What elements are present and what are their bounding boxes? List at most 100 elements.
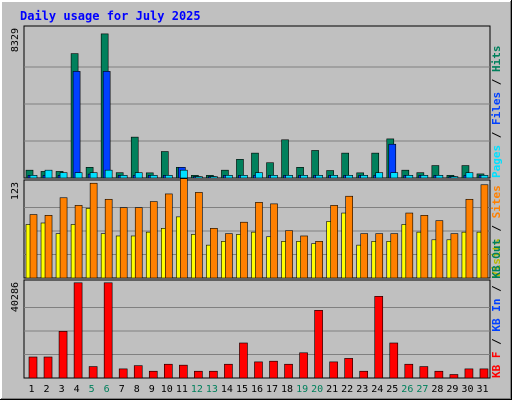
x-tick-label: 27 (416, 384, 428, 395)
bar-pages-day-14 (225, 175, 233, 179)
legend-panel-1: Pages / Files / Hits (490, 46, 503, 179)
y-max-label: 40286 (10, 282, 21, 312)
bar-pages-day-8 (134, 172, 143, 179)
bar-files-day-6 (102, 71, 111, 179)
legend-entry: Visits (490, 238, 503, 278)
bar-pages-day-20 (315, 175, 323, 179)
bar-kbytes-day-3 (58, 331, 68, 379)
bar-sites-day-2 (44, 215, 53, 279)
x-tick-label: 29 (446, 384, 458, 395)
x-tick-label: 20 (311, 384, 323, 395)
y-max-label: 8329 (10, 28, 21, 52)
bar-pages-day-12 (195, 176, 203, 179)
bar-kbytes-day-22 (344, 358, 353, 379)
bar-pages-day-13 (210, 176, 218, 179)
bar-pages-day-9 (149, 175, 158, 179)
bar-sites-day-12 (195, 192, 203, 279)
bar-kbytes-day-14 (224, 363, 233, 379)
bar-hits-day-10 (160, 151, 169, 179)
bar-sites-day-22 (345, 195, 353, 279)
bar-kbytes-day-28 (434, 370, 444, 379)
bar-pages-day-6 (104, 169, 113, 179)
legend-entry: / (490, 125, 503, 145)
x-tick-label: 30 (461, 384, 473, 395)
bar-pages-day-25 (390, 172, 399, 179)
bar-kbytes-day-10 (163, 363, 173, 379)
bar-pages-day-16 (255, 172, 263, 179)
legend-entry: KB In (490, 299, 503, 332)
bar-sites-day-13 (210, 228, 218, 279)
bar-kbytes-day-8 (133, 365, 143, 379)
bar-pages-day-4 (74, 172, 83, 179)
legend-entry: Files (490, 92, 503, 125)
bar-kbytes-day-30 (464, 368, 474, 379)
chart-panels: 8329 123 40286 Pages / Files / Hits Visits /… (10, 25, 503, 379)
bar-pages-day-29 (450, 176, 459, 179)
bar-kbytes-day-27 (419, 366, 429, 379)
bar-sites-day-21 (330, 205, 338, 279)
bar-sites-day-16 (255, 202, 263, 279)
x-tick-label: 26 (401, 384, 413, 395)
bar-hits-day-20 (311, 150, 319, 179)
bar-sites-day-14 (225, 233, 233, 279)
x-tick-label: 14 (221, 384, 233, 395)
bar-sites-day-20 (315, 241, 323, 279)
bar-sites-day-4 (74, 205, 83, 279)
bar-files-day-4 (72, 71, 81, 179)
x-tick-label: 17 (266, 384, 278, 395)
bar-sites-day-9 (149, 201, 158, 279)
legend-entry: KB F (490, 352, 503, 379)
x-tick-label: 8 (134, 384, 140, 395)
x-tick-label: 9 (149, 384, 155, 395)
bar-kbytes-day-31 (479, 368, 489, 379)
legend-entry: KB Out (490, 239, 503, 279)
bar-pages-day-26 (405, 175, 414, 179)
bar-pages-day-31 (480, 175, 489, 179)
bar-sites-day-17 (270, 203, 278, 279)
bar-sites-day-6 (104, 198, 113, 279)
chart-panel-2: 123 (10, 178, 491, 279)
x-tick-label: 22 (341, 384, 353, 395)
bar-kbytes-day-1 (28, 356, 38, 379)
bar-pages-day-19 (300, 175, 308, 179)
x-tick-label: 13 (206, 384, 218, 395)
legend-entry: / (490, 279, 503, 299)
bar-sites-day-8 (134, 207, 143, 279)
bar-sites-day-1 (29, 214, 38, 279)
y-max-label: 123 (10, 182, 21, 200)
bar-sites-day-24 (375, 233, 384, 279)
bar-kbytes-day-20 (314, 310, 323, 379)
bar-kbytes-day-17 (269, 360, 278, 379)
bar-kbytes-day-9 (148, 370, 158, 379)
x-axis-labels: 1 2 3 4 5 6 7 8 9 10 11 12 13 14 15 16 17 18 19 20 21 22 23 24 2… (29, 384, 489, 395)
bar-hits-day-18 (281, 139, 289, 179)
bar-sites-day-26 (405, 212, 414, 279)
bar-pages-day-3 (59, 172, 68, 179)
legend-panel-3: KB F / KB In / KB Out (490, 239, 503, 378)
bar-hits-day-8 (130, 136, 139, 179)
bar-pages-day-30 (465, 172, 474, 179)
bar-sites-day-19 (300, 235, 308, 279)
bar-sites-day-18 (285, 230, 293, 279)
bar-sites-day-29 (450, 233, 459, 279)
bar-kbytes-day-19 (299, 352, 308, 379)
bar-kbytes-day-12 (194, 370, 203, 379)
legend-entry: Pages (490, 145, 503, 178)
bar-sites-day-11 (180, 178, 188, 279)
bar-sites-day-3 (59, 197, 68, 279)
bar-pages-day-10 (164, 175, 173, 179)
bar-pages-day-22 (345, 175, 353, 179)
x-tick-label: 12 (191, 384, 203, 395)
legend-panel-2: Visits / Sites (490, 185, 503, 278)
bar-pages-day-17 (270, 175, 278, 179)
bar-kbytes-day-5 (88, 366, 98, 379)
bar-sites-day-25 (390, 233, 399, 279)
bar-sites-day-28 (435, 220, 444, 279)
bar-kbytes-day-26 (404, 363, 414, 379)
legend-entry: Hits (490, 46, 503, 73)
bar-kbytes-day-4 (73, 282, 83, 379)
x-tick-label: 6 (104, 384, 110, 395)
bar-kbytes-day-11 (179, 364, 188, 379)
bar-pages-day-1 (29, 175, 38, 179)
x-tick-label: 15 (236, 384, 248, 395)
